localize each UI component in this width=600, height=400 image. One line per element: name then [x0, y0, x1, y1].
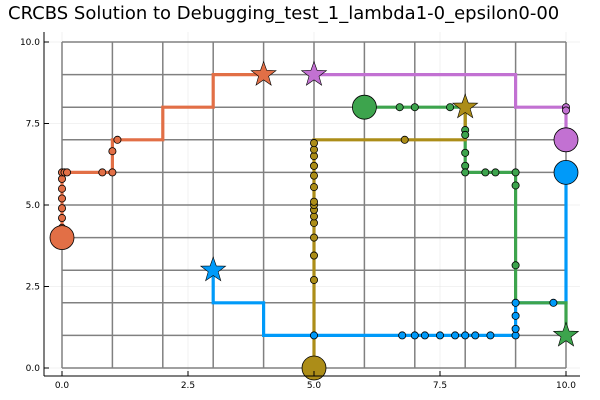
series-0-point-11 [108, 168, 117, 177]
series-2-point-9 [461, 168, 470, 177]
series-0-point-3 [58, 204, 67, 213]
x-tick-label-3: 7.5 [433, 381, 447, 391]
axes: 0.0 2.5 5.0 7.5 10.0 0.0 2.5 5.0 7.5 10.0 [20, 32, 580, 391]
series-1-point-5 [451, 331, 460, 340]
y-tick-label-0: 0.0 [26, 364, 41, 374]
series-1-point-8 [486, 331, 495, 340]
series-2-point-8 [461, 161, 470, 170]
series-4-point-2 [309, 233, 318, 242]
start-marker-0 [49, 225, 75, 251]
y-tick-label-4: 10.0 [20, 38, 40, 48]
chart-title: CRCBS Solution to Debugging_test_1_lambd… [8, 3, 560, 24]
series-4-point-10 [309, 161, 318, 170]
y-tick-label-1: 2.5 [26, 283, 40, 293]
series-0-point-6 [58, 174, 67, 183]
series-2-point-13 [511, 181, 520, 190]
goal-marker-4 [451, 93, 479, 119]
series-4-point-1 [309, 251, 318, 260]
series-0-point-10 [98, 168, 107, 177]
series-1-point-10 [511, 324, 520, 333]
series-1-point-7 [471, 331, 480, 340]
y-tick-label-2: 5.0 [26, 201, 41, 211]
series-2-point-14 [511, 261, 520, 270]
y-tick-label-3: 7.5 [26, 120, 40, 130]
series-4-point-4 [309, 212, 318, 221]
series-4-point-8 [309, 183, 318, 192]
series-2-point-7 [461, 148, 470, 157]
start-marker-3 [553, 127, 579, 153]
series-4-point-9 [309, 171, 318, 180]
x-tick-label-0: 0.0 [55, 381, 70, 391]
series-0-point-13 [113, 135, 122, 144]
series-0-point-5 [58, 184, 67, 193]
series-4-point-11 [309, 152, 318, 161]
series-2-point-10 [481, 168, 490, 177]
series-2-point-11 [491, 168, 500, 177]
start-goal-markers [49, 60, 580, 381]
start-marker-2 [351, 94, 377, 120]
series-0-point-2 [58, 214, 67, 223]
series-2-point-12 [511, 168, 520, 177]
series-1-point-12 [511, 298, 520, 307]
series-1-point-9 [511, 331, 520, 340]
series-2-point-3 [446, 103, 455, 112]
x-tick-label-4: 10.0 [556, 381, 576, 391]
series-4-point-7 [309, 197, 318, 206]
series-1-point-0 [309, 331, 318, 340]
series-1-point-13 [549, 298, 558, 307]
series-0-point-4 [58, 194, 67, 203]
series-4-point-14 [400, 135, 409, 144]
series-1-point-11 [511, 311, 520, 320]
series-path-0 [60, 73, 264, 238]
series-0-point-9 [63, 168, 72, 177]
start-marker-1 [553, 159, 579, 185]
x-tick-label-2: 5.0 [307, 381, 322, 391]
series-4-point-0 [309, 275, 318, 284]
series-1-point-1 [398, 331, 407, 340]
x-tick-label-1: 2.5 [181, 381, 195, 391]
series-1-point-4 [435, 331, 444, 340]
series-0-point-12 [108, 147, 117, 156]
goal-marker-0 [250, 60, 277, 86]
series-1-point-3 [420, 331, 429, 340]
goal-marker-3 [300, 60, 328, 86]
series-3-point-1 [562, 106, 571, 115]
series-path-3 [314, 73, 568, 140]
start-marker-4 [301, 355, 327, 381]
series-2-point-1 [395, 103, 404, 112]
series-4-point-12 [309, 145, 318, 154]
series-1-point-6 [461, 331, 470, 340]
series-2-point-6 [461, 130, 470, 139]
series-2-point-2 [410, 103, 419, 112]
series-1-point-2 [410, 331, 419, 340]
goal-marker-1 [199, 256, 227, 282]
series-4-point-13 [309, 139, 318, 148]
goal-marker-2 [552, 321, 580, 347]
